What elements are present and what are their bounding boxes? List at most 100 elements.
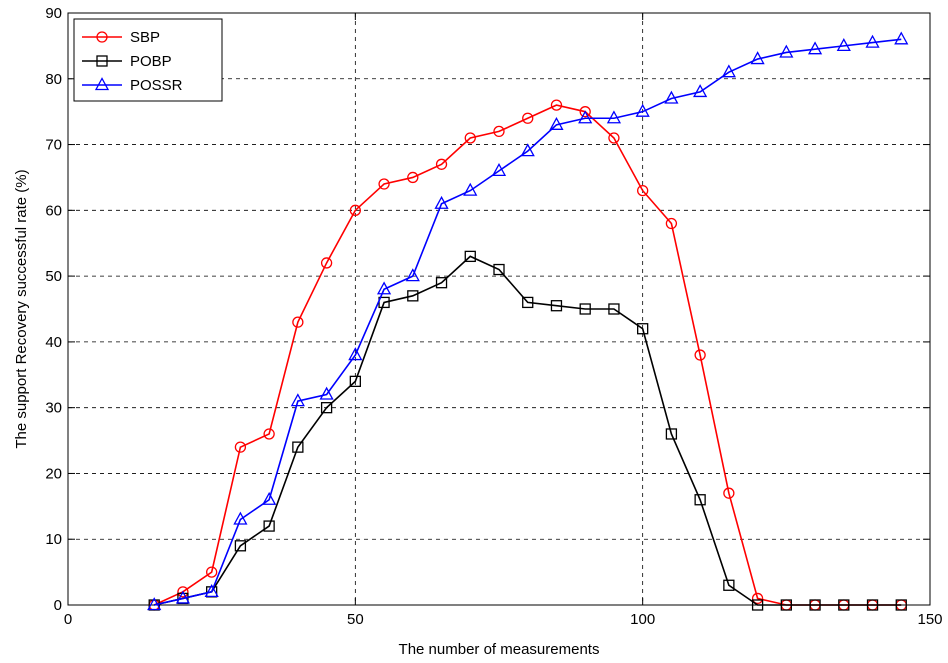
plot-frame (67, 12, 931, 606)
series-possr (147, 31, 909, 611)
y-tick-label: 20 (45, 465, 62, 482)
data-point-possr (147, 597, 162, 611)
legend-swatch-marker (96, 55, 108, 67)
data-point-possr (693, 84, 708, 98)
data-point-possr (463, 182, 478, 196)
data-point-possr (233, 511, 248, 525)
x-tick-label: 50 (347, 611, 364, 628)
data-point-possr (779, 44, 794, 58)
data-point-sbp (234, 441, 247, 453)
data-point-possr (491, 163, 507, 177)
data-point-sbp (378, 178, 390, 190)
data-point-possr (635, 103, 650, 117)
data-point-sbp (608, 132, 620, 144)
axes: 0 50 100 150 0 10 20 30 40 50 60 70 80 90 (45, 5, 942, 628)
y-axis-title: The support Recovery successful rate (%) (13, 169, 30, 448)
data-point-pobp (522, 296, 534, 309)
data-point-possr (606, 110, 622, 124)
x-tick-label: 100 (630, 611, 655, 628)
legend: SBP POBP POSSR (73, 18, 223, 102)
data-point-sbp (464, 132, 476, 144)
data-point-possr (434, 195, 449, 209)
data-point-sbp (206, 566, 218, 578)
data-point-pobp (407, 290, 419, 302)
data-point-pobp (809, 599, 821, 611)
legend-entry-possr: POSSR (82, 77, 183, 94)
data-point-pobp (723, 579, 735, 591)
data-point-sbp (723, 487, 735, 499)
data-point-pobp (320, 402, 333, 414)
data-point-possr (807, 41, 823, 55)
legend-swatch-marker (94, 77, 110, 91)
data-point-sbp (493, 125, 505, 138)
legend-label: POBP (130, 53, 172, 70)
data-point-sbp (522, 112, 534, 124)
data-point-possr (578, 110, 593, 124)
x-tick-label: 150 (917, 611, 942, 628)
series-pobp (148, 250, 907, 611)
y-tick-label: 60 (45, 202, 62, 219)
data-point-pobp (694, 494, 706, 506)
data-point-pobp (493, 263, 505, 276)
data-point-possr (549, 116, 564, 130)
data-point-possr (664, 90, 679, 104)
data-point-pobp (435, 277, 448, 289)
data-point-pobp (608, 303, 620, 315)
data-point-pobp (234, 540, 247, 552)
data-point-possr (836, 38, 851, 52)
legend-entry-sbp: SBP (82, 29, 160, 46)
data-point-sbp (263, 428, 275, 440)
series-line-possr (154, 38, 902, 606)
data-point-pobp (292, 441, 304, 453)
x-axis-title: The number of measurements (399, 641, 600, 658)
data-point-sbp (435, 158, 448, 170)
legend-label: SBP (130, 29, 160, 46)
y-tick-label: 10 (45, 531, 62, 548)
data-point-sbp (665, 217, 678, 230)
data-point-possr (865, 34, 880, 48)
data-point-possr (175, 590, 191, 604)
data-point-sbp (292, 316, 304, 328)
x-tick-label: 0 (64, 611, 72, 628)
data-point-possr (319, 386, 334, 400)
data-point-sbp (579, 106, 591, 118)
data-point-pobp (263, 520, 275, 532)
y-tick-label: 80 (45, 71, 62, 88)
series-line-pobp (154, 255, 902, 606)
plot-area (68, 13, 930, 605)
data-point-pobp (895, 599, 907, 611)
data-point-pobp (550, 300, 563, 312)
data-point-sbp (751, 592, 764, 605)
data-point-possr (290, 393, 305, 407)
data-point-pobp (751, 599, 764, 611)
y-tick-label: 30 (45, 400, 62, 417)
data-point-pobp (780, 599, 792, 611)
data-point-sbp (550, 99, 563, 111)
data-point-possr (204, 583, 219, 597)
data-point-possr (405, 268, 420, 282)
data-point-possr (721, 64, 736, 78)
data-point-possr (894, 31, 909, 45)
data-point-possr (262, 491, 277, 505)
data-point-pobp (579, 303, 591, 315)
data-point-sbp (320, 257, 333, 269)
data-point-sbp (349, 204, 361, 216)
y-tick-label: 70 (45, 137, 62, 154)
data-point-pobp (637, 323, 649, 335)
data-point-pobp (349, 375, 361, 388)
data-point-pobp (866, 599, 879, 611)
y-tick-label: 50 (45, 268, 62, 285)
data-point-sbp (407, 171, 419, 184)
legend-label: POSSR (130, 77, 183, 94)
data-point-possr (348, 347, 363, 361)
data-point-pobp (838, 599, 850, 611)
data-point-sbp (694, 349, 706, 361)
data-point-sbp (637, 184, 649, 197)
series-group (147, 31, 909, 611)
legend-entry-pobp: POBP (82, 53, 172, 70)
series-line-sbp (153, 104, 902, 606)
data-point-sbp (177, 586, 189, 598)
data-point-possr (750, 51, 765, 65)
y-tick-label: 40 (45, 334, 62, 351)
